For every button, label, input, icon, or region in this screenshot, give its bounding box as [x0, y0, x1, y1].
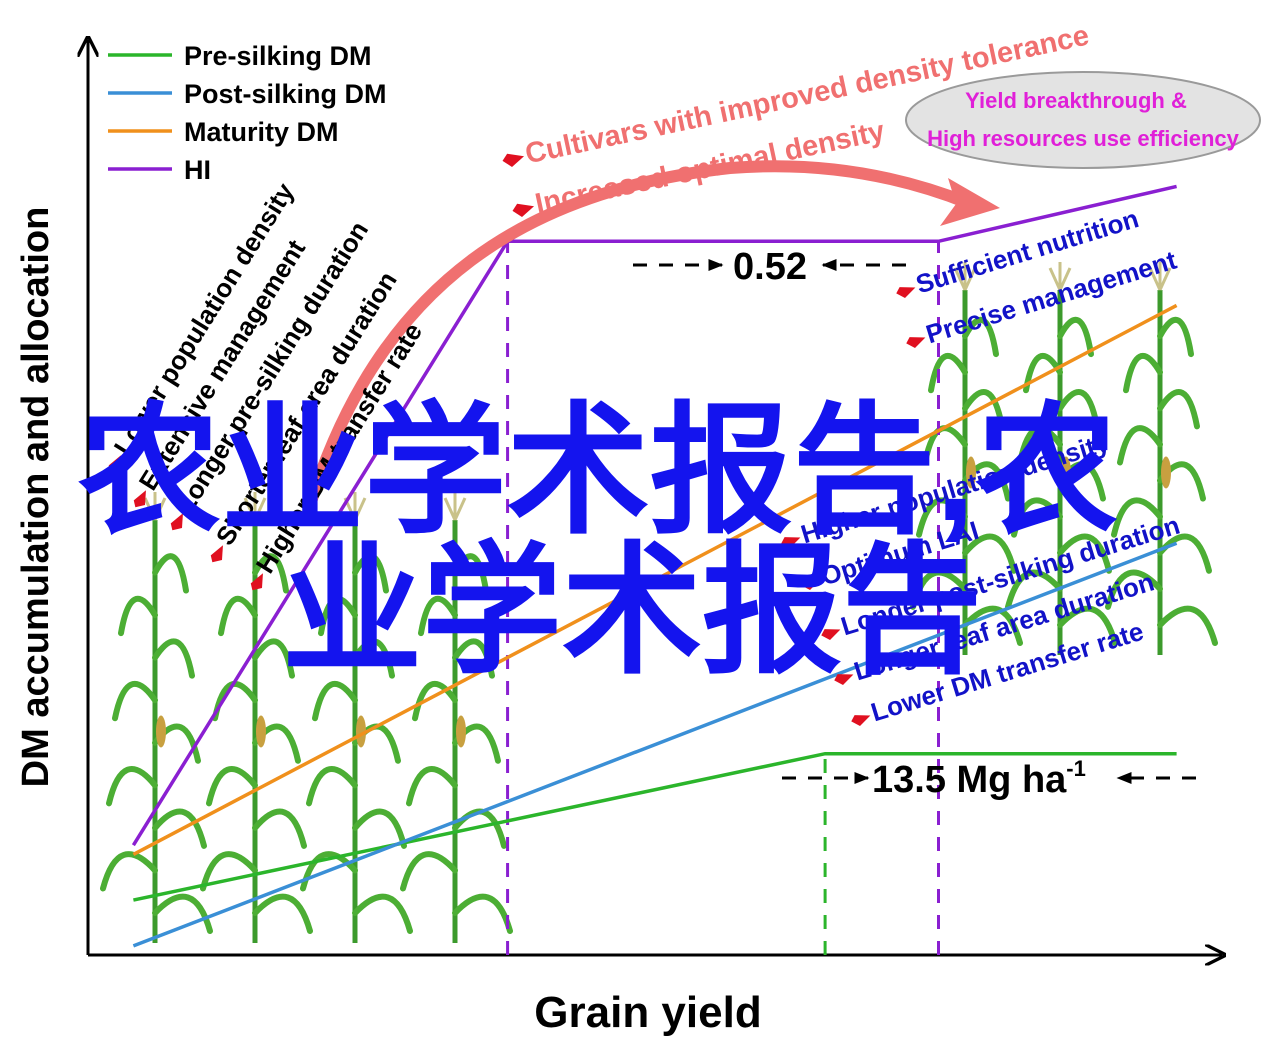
yield-breakthrough-ellipse [905, 71, 1261, 169]
maize-plant [1105, 262, 1218, 655]
pointer-icon [781, 537, 801, 548]
watermark-line-1: 农业学术报告,农 [78, 392, 1118, 551]
watermark: 农业学术报告,农 业学术报告 [78, 392, 1118, 691]
pointer-icon [133, 490, 146, 508]
watermark-line-2: 业学术报告 [282, 532, 982, 691]
legend-entry: Pre-silking DM [184, 41, 372, 71]
yield-value-label: 13.5 Mg ha-1 [872, 756, 1086, 801]
pointer-icon [821, 629, 841, 640]
pointer-icon [170, 513, 183, 531]
legend-entry: Maturity DM [184, 117, 339, 147]
pointer-icon [512, 203, 535, 217]
pointer-icon [210, 545, 223, 563]
pointer-icon [851, 715, 871, 726]
vertical-reference-lines [506, 241, 940, 955]
pointer-icon [801, 579, 821, 590]
hi-value-label: 0.52 [733, 246, 807, 288]
density-arrow-head [940, 178, 1000, 226]
pointer-icon [906, 337, 926, 348]
ellipse-line-2: High resources use efficiency [927, 126, 1240, 151]
yield-value: 13.5 Mg ha [872, 759, 1067, 801]
x-axis-label: Grain yield [534, 988, 761, 1037]
maize-plant [200, 492, 313, 943]
series-line-pre-silking-dm [133, 751, 1177, 902]
pointer-icon [502, 153, 525, 167]
pointer-icon [108, 455, 121, 473]
series-lines [131, 184, 1178, 948]
pointer-icon [250, 573, 263, 591]
ellipse-line-1: Yield breakthrough & [965, 88, 1187, 113]
maize-plant [910, 262, 1023, 655]
maize-plant [300, 492, 413, 943]
density-arrow [304, 160, 974, 511]
series-line-post-silking-dm [132, 541, 1178, 948]
y-axis-label: DM accumulation and allocation [15, 207, 57, 788]
pointer-icon [896, 287, 916, 298]
maize-plants-illustration [100, 262, 1218, 943]
maize-plant [1005, 262, 1118, 655]
series-line-hi [131, 184, 1177, 847]
legend-entry: HI [184, 155, 211, 185]
series-line-maturity-dm [132, 303, 1178, 856]
legend: Pre-silking DM Post-silking DM Maturity DM… [108, 41, 387, 185]
pointer-icon [834, 674, 854, 685]
hi-dimension: 0.52 [633, 246, 906, 288]
maize-plant [100, 492, 213, 943]
yield-unit-superscript: -1 [1066, 756, 1086, 781]
legend-entry: Post-silking DM [184, 79, 387, 109]
yield-dimension: 13.5 Mg ha-1 [782, 756, 1196, 801]
